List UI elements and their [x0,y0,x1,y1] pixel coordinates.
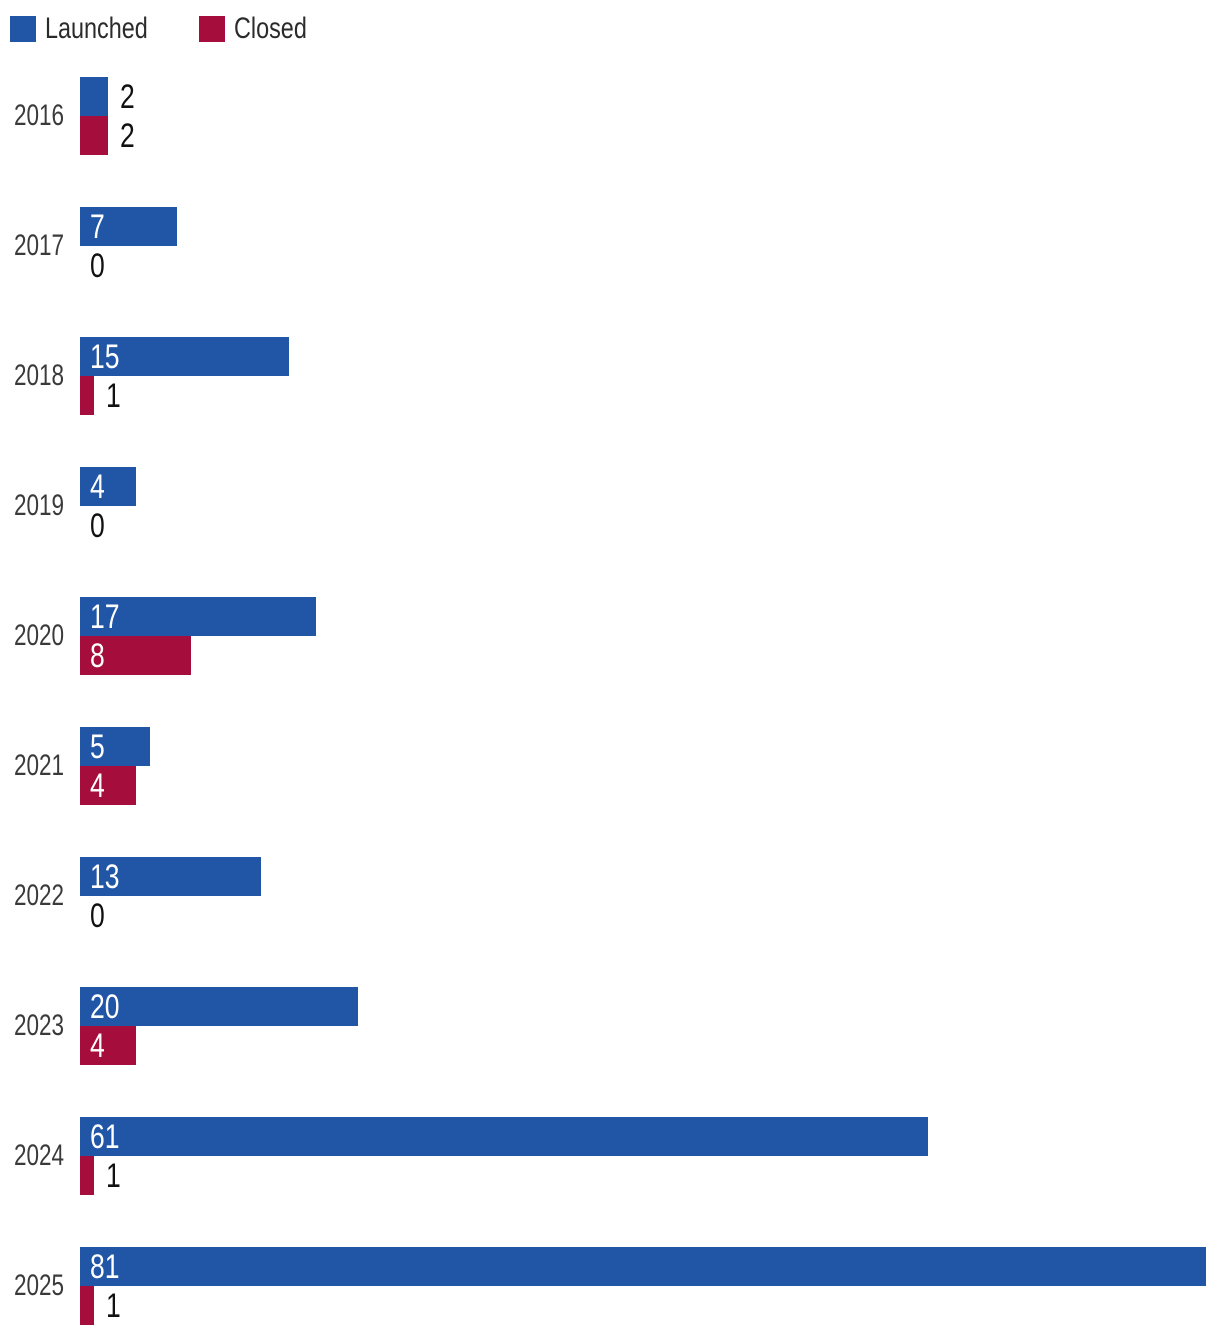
legend-item-closed: Closed [198,12,327,45]
year-row: 2018 15 1 [0,337,1220,415]
closed-bar [80,376,94,415]
bar-group: 20 4 [80,987,1220,1065]
launched-value-label: 81 [90,1247,120,1286]
year-label: 2018 [14,359,65,392]
launched-value-label: 20 [90,987,120,1026]
closed-bar-line: 1 [80,376,1220,415]
launched-bar-line: 13 [80,857,1220,896]
year-label: 2024 [14,1139,65,1172]
year-row: 2021 5 4 [0,727,1220,805]
launched-value-label: 7 [90,207,105,246]
bar-group: 13 0 [80,857,1220,935]
chart-rows: 2016 2 2 2017 7 0 2018 15 1 2019 4 0 2020 17 8 2021 5 4 20… [0,77,1220,1336]
launched-bar [80,1117,928,1156]
closed-bar-line: 4 [80,1026,1220,1065]
closed-value-label: 0 [90,896,105,935]
closed-bar-line: 0 [80,506,1220,545]
year-label: 2019 [14,489,65,522]
year-label: 2025 [14,1269,65,1302]
launched-value-label: 4 [90,467,105,506]
launched-value-label: 5 [90,727,105,766]
launched-bar [80,77,108,116]
year-label: 2023 [14,1009,65,1042]
closed-value-label: 8 [90,636,105,675]
closed-bar-line: 8 [80,636,1220,675]
launched-bar [80,597,316,636]
legend-label-launched: Launched [45,12,148,45]
chart-legend: Launched Closed [10,14,327,44]
year-row: 2020 17 8 [0,597,1220,675]
launched-value-label: 17 [90,597,120,636]
year-row: 2023 20 4 [0,987,1220,1065]
year-row: 2017 7 0 [0,207,1220,285]
launched-value-label: 15 [90,337,120,376]
closed-bar-line: 1 [80,1286,1220,1325]
closed-value-label: 1 [106,376,121,415]
launched-bar [80,727,150,766]
closed-bar-line: 2 [80,116,1220,155]
launched-bar-line: 4 [80,467,1220,506]
legend-item-launched: Launched [10,14,177,44]
bar-group: 81 1 [80,1247,1220,1325]
launched-bar-line: 17 [80,597,1220,636]
year-row: 2024 61 1 [0,1117,1220,1195]
closed-value-label: 1 [106,1286,121,1325]
launched-bar-line: 2 [80,77,1220,116]
launched-bar-line: 15 [80,337,1220,376]
closed-bar-line: 1 [80,1156,1220,1195]
closed-bar [80,1286,94,1325]
closed-bar [80,1156,94,1195]
bar-group: 61 1 [80,1117,1220,1195]
closed-value-label: 2 [120,116,135,155]
launched-bar-line: 5 [80,727,1220,766]
legend-label-closed: Closed [233,12,307,45]
launched-bar [80,467,136,506]
closed-value-label: 4 [90,1026,105,1065]
legend-swatch-closed [198,16,225,42]
year-label: 2022 [14,879,65,912]
launched-value-label: 13 [90,857,120,896]
bar-group: 15 1 [80,337,1220,415]
launched-bar [80,207,177,246]
closed-bar [80,636,191,675]
closed-value-label: 0 [90,506,105,545]
year-row: 2016 2 2 [0,77,1220,155]
launched-bar-line: 7 [80,207,1220,246]
bar-group: 17 8 [80,597,1220,675]
closed-bar-line: 0 [80,246,1220,285]
closed-bar [80,1026,136,1065]
year-label: 2021 [14,749,65,782]
year-label: 2017 [14,229,65,262]
launched-bar-line: 61 [80,1117,1220,1156]
year-row: 2025 81 1 [0,1247,1220,1325]
launched-bar-line: 20 [80,987,1220,1026]
legend-swatch-launched [10,16,36,42]
launched-bar-line: 81 [80,1247,1220,1286]
closed-value-label: 1 [106,1156,121,1195]
launched-value-label: 2 [120,77,135,116]
launched-bar [80,337,289,376]
closed-bar [80,766,136,805]
launched-value-label: 61 [90,1117,120,1156]
year-row: 2019 4 0 [0,467,1220,545]
year-label: 2016 [14,99,65,132]
launched-bar [80,1247,1206,1286]
closed-bar [80,116,108,155]
closed-bar-line: 4 [80,766,1220,805]
closed-value-label: 0 [90,246,105,285]
year-label: 2020 [14,619,65,652]
closed-bar-line: 0 [80,896,1220,935]
launched-bar [80,857,261,896]
closed-value-label: 4 [90,766,105,805]
launched-bar [80,987,358,1026]
year-row: 2022 13 0 [0,857,1220,935]
